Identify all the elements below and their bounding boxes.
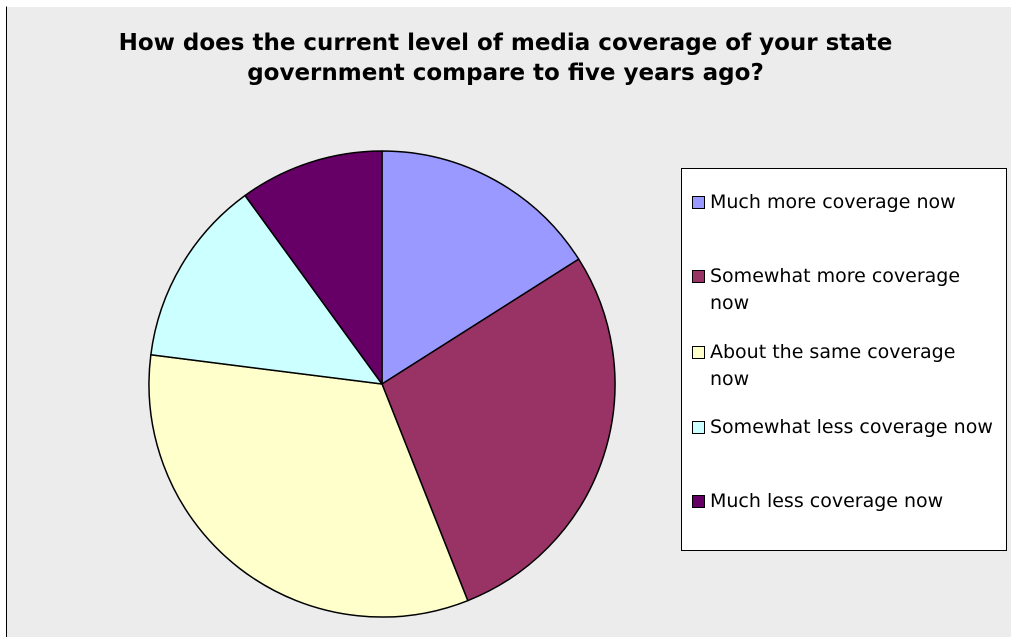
legend-label-somewhat-more: Somewhat more coverage now	[710, 265, 961, 314]
legend-item-somewhat-more: Somewhat more coverage now	[692, 263, 1000, 317]
chart-title-line-2: government compare to five years ago?	[247, 60, 764, 86]
legend-label-much-less: Much less coverage now	[710, 490, 944, 512]
legend: Much more coverage now Somewhat more cov…	[681, 168, 1007, 551]
legend-swatch-about-same	[692, 346, 705, 359]
legend-label-about-same: About the same coverage now	[710, 341, 956, 390]
legend-item-much-less: Much less coverage now	[692, 488, 1000, 515]
legend-swatch-much-less	[692, 495, 705, 508]
pie-slice-much-more	[381, 150, 580, 385]
legend-swatch-somewhat-less	[692, 421, 705, 434]
legend-swatch-somewhat-more	[692, 270, 705, 283]
legend-label-much-more: Much more coverage now	[710, 191, 956, 213]
chart-title-line-1: How does the current level of media cove…	[118, 30, 893, 56]
pie-slice-much-less	[244, 150, 383, 385]
pie-slice-somewhat-more	[381, 258, 616, 602]
pie-slice-somewhat-less	[150, 194, 383, 385]
legend-label-somewhat-less: Somewhat less coverage now	[710, 416, 993, 438]
legend-item-about-same: About the same coverage now	[692, 339, 1000, 393]
legend-item-somewhat-less: Somewhat less coverage now	[692, 414, 1000, 441]
chart-title: How does the current level of media cove…	[0, 28, 1011, 88]
legend-swatch-much-more	[692, 196, 705, 209]
pie-slice-about-same	[148, 354, 469, 618]
legend-item-much-more: Much more coverage now	[692, 189, 1000, 216]
